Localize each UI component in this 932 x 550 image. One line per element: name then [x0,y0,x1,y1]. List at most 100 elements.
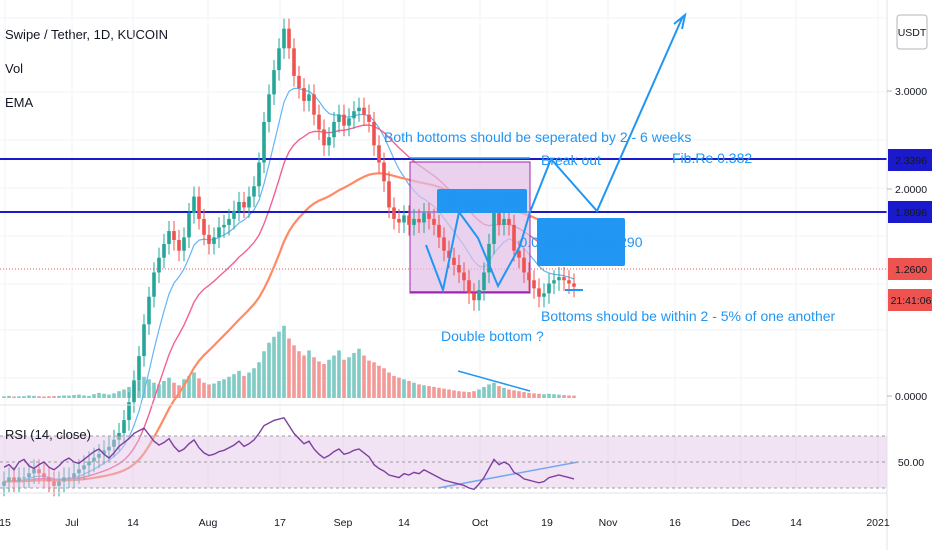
candle [212,237,216,244]
candle [362,107,366,115]
candle [477,289,481,301]
volume-bar [2,396,6,398]
time-axis-label: 2021 [866,517,890,529]
ema-indicator-label[interactable]: EMA [5,95,34,110]
candle [12,477,16,482]
candle [152,272,156,297]
volume-bar [422,385,426,398]
volume-bar [567,395,571,398]
volume-bar [162,381,166,398]
volume-bar [357,348,361,398]
time-axis-label: 14 [398,517,410,529]
volume-bar [72,395,76,398]
symbol-title: Swipe / Tether, 1D, KUCOIN [5,27,169,42]
candle [142,324,146,357]
pattern-path-line[interactable] [425,15,684,294]
price-label-badge [888,258,932,280]
volume-bar [217,381,221,398]
candle [132,380,136,403]
volume-bar [557,394,561,398]
price-axis-label: 2.3396 [895,155,927,167]
volume-bar [247,372,251,398]
volume-bar [117,391,121,398]
candle [402,215,406,223]
candle [312,94,316,115]
candle [272,70,276,95]
rsi-trend-line[interactable] [437,461,579,489]
candle [197,196,201,219]
grid [0,0,887,490]
candle [507,218,511,225]
candle [97,454,101,458]
volume-trend-line[interactable] [457,370,531,392]
volume-bar [472,391,476,398]
candle [277,48,281,71]
currency-badge[interactable] [896,14,928,50]
candle [487,243,491,273]
note-fib-retracement: Fib.Re 0.382 [672,150,752,166]
volume-bar [102,393,106,398]
volume-bar [287,338,291,398]
volume-bar [297,351,301,398]
note-double-bottom: Double bottom ? [441,328,544,344]
volume-bar [482,386,486,398]
volume-bar [497,386,501,398]
candle [137,356,141,381]
volume-bar [572,395,576,398]
volume-bar [547,393,551,398]
candle [327,137,331,146]
volume-bar [207,384,211,398]
time-axis-label: 16 [669,517,681,529]
volume-bar [407,381,411,398]
volume-bar [462,391,466,398]
volume-bar [347,357,351,398]
volume-bar [542,394,546,398]
candle [417,218,421,223]
volume-bar [337,350,341,398]
volume-bar [507,389,511,398]
volume-bar [487,384,491,398]
candle [397,218,401,223]
candle [2,481,6,486]
candle [167,231,171,244]
volume-bar [22,396,26,398]
price-label-badge [888,289,932,311]
candle [22,477,26,479]
candle [257,162,261,187]
volume-bar [382,368,386,398]
candle [227,218,231,225]
candle [427,213,431,219]
volume-bar [227,376,231,398]
candle [567,280,571,284]
volume-bar [377,365,381,398]
volume-bar [62,395,66,398]
candle [62,477,66,482]
volume-bar [152,382,156,398]
candle [182,237,186,251]
candle [267,94,271,122]
volume-bar [332,355,336,398]
volume-bar [442,388,446,398]
volume-bar [172,382,176,398]
candle [382,162,386,182]
candle [432,218,436,225]
volume-bar [82,395,86,398]
price-axis-label: 3.0000 [895,86,927,98]
volume-bar [257,362,261,398]
candle [87,461,91,466]
candle [442,237,446,251]
candle [562,277,566,281]
candle [127,402,131,421]
rsi-label: RSI (14, close) [5,427,91,442]
volume-bar [397,377,401,398]
volume-indicator-label[interactable]: Vol [5,61,24,76]
rsi-panel: RSI (14, close) [0,404,932,491]
volume-bar [112,393,116,398]
candle [337,114,341,122]
volume-bar [277,331,281,398]
candle [512,224,516,251]
candle [72,473,76,478]
volume-bar [437,387,441,398]
